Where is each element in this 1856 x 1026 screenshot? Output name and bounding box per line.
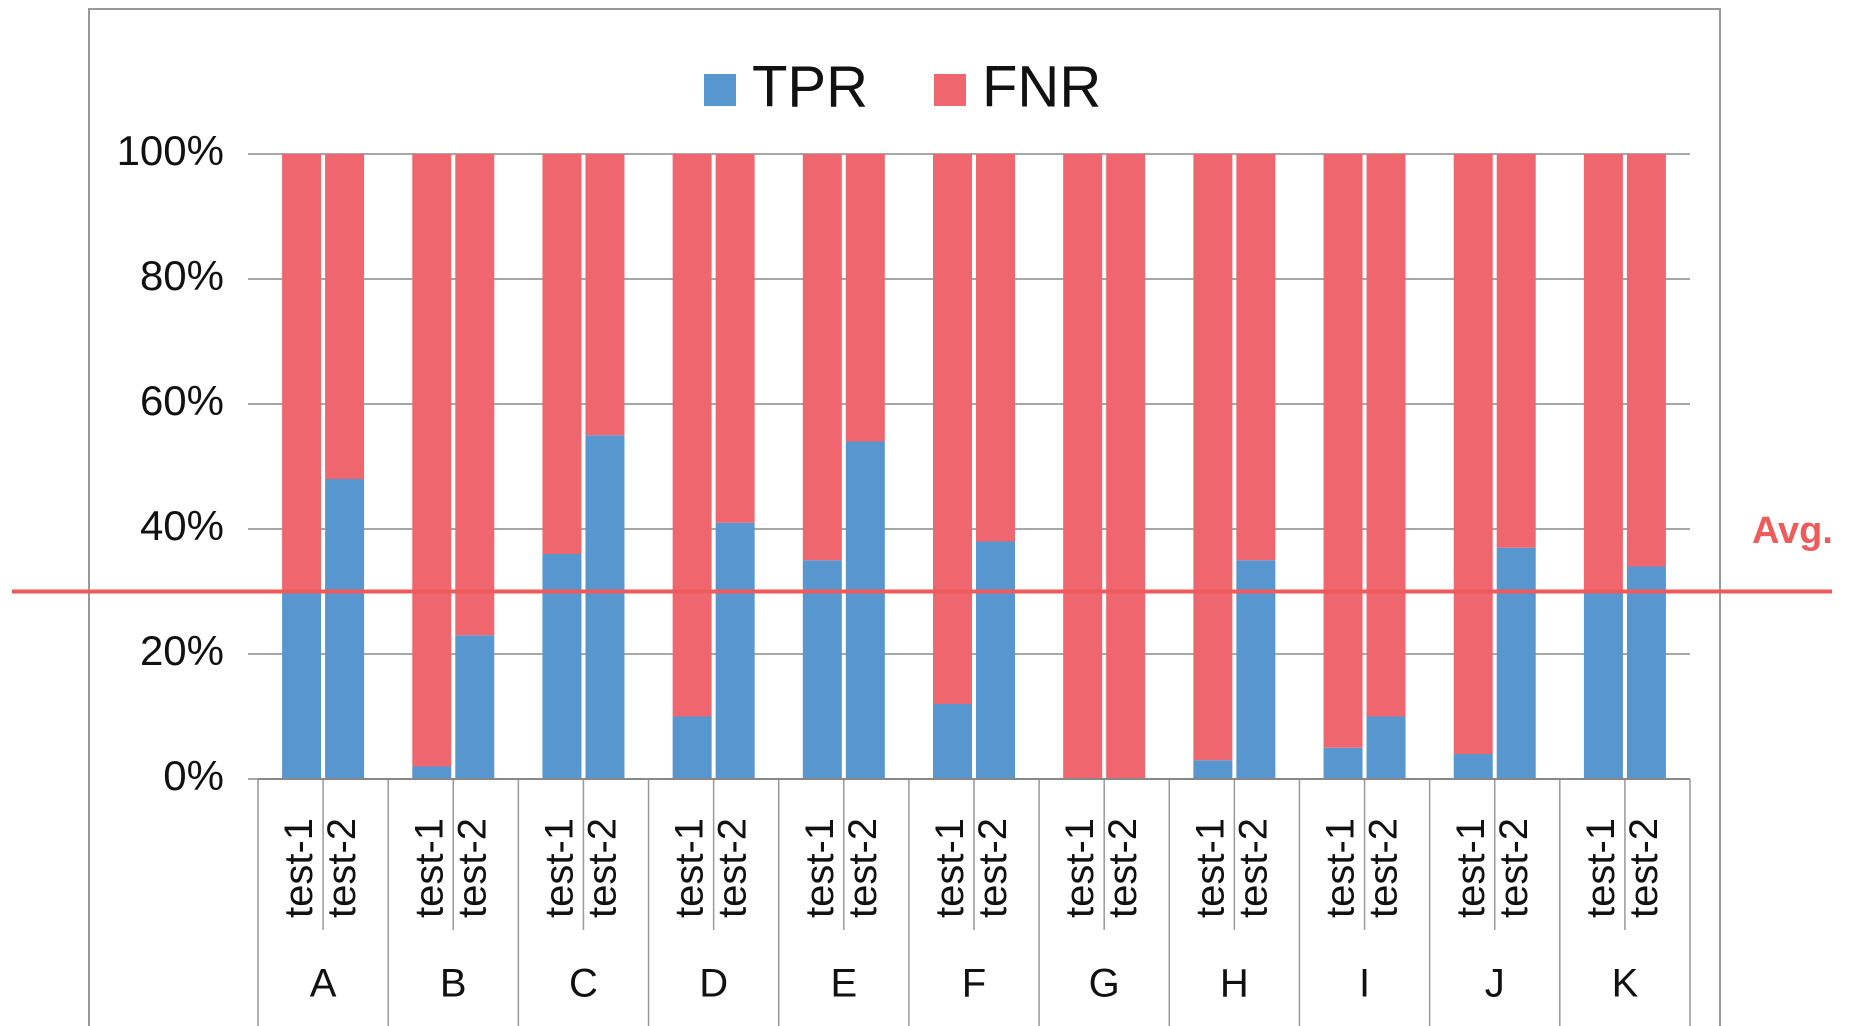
group-label: C (569, 962, 598, 1006)
bar-segment (1453, 154, 1493, 754)
bar-segment (325, 154, 365, 479)
bar-segment (1236, 154, 1276, 561)
x-tick-label: test-2 (1101, 818, 1145, 918)
bar-segment (1193, 760, 1233, 779)
x-tick-label: test-2 (711, 818, 755, 918)
y-tick-label: 20% (140, 627, 224, 674)
bar-segment (412, 766, 452, 779)
bar-segment (412, 154, 452, 767)
y-tick-label: 0% (163, 752, 224, 799)
x-tick-label: test-2 (320, 818, 364, 918)
bar-segment (1626, 154, 1666, 567)
x-tick-label: test-1 (668, 818, 712, 918)
bar-segment (1106, 154, 1146, 779)
bar-segment (976, 541, 1015, 779)
group-label: E (830, 962, 857, 1006)
bar-segment (1496, 154, 1536, 548)
legend-label: FNR (982, 54, 1101, 119)
bar-segment (1453, 754, 1493, 779)
bar-segment (1583, 154, 1623, 592)
bar-segment (845, 154, 885, 442)
y-tick-label: 60% (140, 377, 224, 424)
reference-label: Avg. (1752, 510, 1833, 552)
bar-segment (845, 441, 885, 779)
bar-segment (715, 522, 755, 779)
bar-segment (715, 154, 755, 523)
bar-segment (802, 560, 842, 779)
bar-segment (1626, 566, 1666, 779)
bar-segment (1496, 547, 1536, 779)
bar-segment (542, 554, 582, 779)
x-tick-label: test-1 (928, 818, 972, 918)
bar-segment (1193, 154, 1233, 761)
x-tick-label: test-1 (1319, 818, 1363, 918)
bar-segment (455, 635, 495, 779)
x-tick-label: test-1 (798, 818, 842, 918)
bar-segment (325, 479, 365, 779)
group-label: A (310, 962, 337, 1006)
bar-segment (1236, 560, 1276, 779)
group-label: F (962, 962, 986, 1006)
bar-segment (976, 154, 1015, 542)
bar-segment (1063, 154, 1103, 779)
bar-segment (1366, 154, 1406, 717)
group-label: B (440, 962, 467, 1006)
x-tick-label: test-2 (1622, 818, 1666, 918)
x-tick-label: test-1 (1058, 818, 1102, 918)
x-tick-label: test-2 (971, 818, 1015, 918)
bar-segment (1323, 154, 1363, 748)
bar-segment (585, 154, 625, 436)
group-label: D (699, 962, 728, 1006)
x-tick-label: test-1 (538, 818, 582, 918)
bar-segment (1323, 747, 1363, 779)
group-label: I (1359, 962, 1370, 1006)
group-label: H (1220, 962, 1249, 1006)
group-label: J (1485, 962, 1505, 1006)
x-tick-label: test-2 (1362, 818, 1406, 918)
x-tick-label: test-2 (1492, 818, 1536, 918)
group-label: K (1612, 962, 1639, 1006)
bar-segment (672, 154, 712, 717)
bar-segment (672, 716, 712, 779)
bar-segment (1366, 716, 1406, 779)
x-tick-label: test-1 (1579, 818, 1623, 918)
x-tick-label: test-2 (1231, 818, 1275, 918)
bar-segment (802, 154, 842, 561)
x-tick-label: test-2 (581, 818, 625, 918)
y-tick-label: 100% (117, 127, 224, 174)
legend-swatch (934, 74, 966, 106)
legend-label: TPR (752, 54, 868, 119)
x-tick-label: test-2 (841, 818, 885, 918)
bar-segment (455, 154, 495, 636)
x-tick-label: test-1 (1449, 818, 1493, 918)
x-tick-label: test-1 (1188, 818, 1232, 918)
x-tick-label: test-1 (277, 818, 321, 918)
x-tick-label: test-1 (407, 818, 451, 918)
y-tick-label: 40% (140, 502, 224, 549)
chart-frame (88, 8, 1721, 1026)
bar-segment (933, 154, 972, 704)
bar-segment (542, 154, 582, 554)
legend-swatch (704, 74, 736, 106)
bar-segment (585, 435, 625, 779)
bar-segment (282, 154, 322, 592)
bar-segment (282, 591, 322, 779)
bar-segment (1583, 591, 1623, 779)
x-tick-label: test-2 (450, 818, 494, 918)
bar-segment (933, 704, 972, 779)
y-tick-label: 80% (140, 252, 224, 299)
group-label: G (1089, 962, 1120, 1006)
